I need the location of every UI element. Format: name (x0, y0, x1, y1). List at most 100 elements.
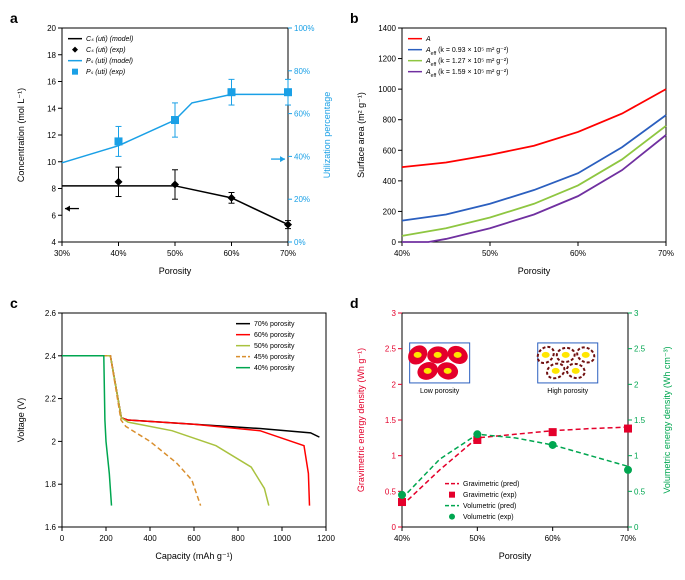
svg-text:Pₛ (uti) (exp): Pₛ (uti) (exp) (86, 69, 125, 76)
panel-b: b 40%50%60%70%0200400600800100012001400P… (350, 10, 680, 285)
svg-text:600: 600 (187, 534, 201, 543)
panel-a-label: a (10, 10, 18, 26)
svg-text:40%: 40% (394, 534, 410, 543)
svg-text:40%: 40% (110, 249, 126, 258)
svg-text:40%: 40% (394, 249, 410, 258)
panel-b-label: b (350, 10, 359, 26)
svg-text:20%: 20% (294, 195, 310, 204)
svg-text:70%: 70% (658, 249, 674, 258)
svg-text:800: 800 (383, 116, 397, 125)
svg-text:70%: 70% (280, 249, 296, 258)
svg-text:45% porosity: 45% porosity (254, 354, 295, 361)
svg-text:0.5: 0.5 (385, 487, 397, 496)
svg-text:2.5: 2.5 (634, 345, 646, 354)
svg-text:Gravimetric (pred): Gravimetric (pred) (463, 481, 519, 488)
svg-text:18: 18 (47, 51, 56, 60)
svg-text:0: 0 (634, 523, 639, 532)
svg-text:0: 0 (392, 523, 397, 532)
chart-a: 30% 40% 50% 60% 70% 4 6 8 10 12 14 16 18 20 0% 20% 40% 60… (10, 10, 340, 280)
svg-text:20: 20 (47, 24, 56, 33)
chart-b: 40%50%60%70%0200400600800100012001400Por… (350, 10, 680, 280)
svg-text:1.6: 1.6 (45, 523, 57, 532)
svg-text:400: 400 (383, 177, 397, 186)
svg-text:3: 3 (634, 309, 639, 318)
svg-text:200: 200 (383, 207, 397, 216)
svg-text:60%: 60% (570, 249, 586, 258)
svg-text:3: 3 (392, 309, 397, 318)
svg-text:2: 2 (392, 380, 397, 389)
svg-text:Capacity (mAh g⁻¹): Capacity (mAh g⁻¹) (155, 551, 232, 561)
svg-text:1.5: 1.5 (385, 416, 397, 425)
svg-text:1: 1 (392, 452, 397, 461)
svg-text:50%: 50% (482, 249, 498, 258)
svg-text:800: 800 (231, 534, 245, 543)
chart-d: 40% 50% 60% 70% 0 0.5 1 1.5 2 2.5 3 0 0.5 1 1.5 2 2.5 3 Po… (350, 295, 680, 565)
figure-grid: a 30%40%50%60%70%4681012141618200%20%40%… (10, 10, 675, 570)
svg-text:50%: 50% (469, 534, 485, 543)
svg-text:1000: 1000 (273, 534, 291, 543)
svg-text:Aeff (k = 0.93 × 10⁵ m² g⁻²): Aeff (k = 0.93 × 10⁵ m² g⁻²) (425, 47, 509, 57)
svg-text:2.4: 2.4 (45, 352, 57, 361)
svg-text:16: 16 (47, 78, 56, 87)
chart-c: 0200400600800100012001.61.822.22.42.6Cap… (10, 295, 340, 565)
svg-text:A: A (425, 36, 431, 43)
svg-text:Concentration (mol L⁻¹): Concentration (mol L⁻¹) (16, 88, 26, 182)
svg-text:6: 6 (52, 211, 57, 220)
svg-text:Porosity: Porosity (159, 266, 192, 276)
panel-c: c 0200400600800100012001.61.822.22.42.6C… (10, 295, 340, 570)
svg-text:1.5: 1.5 (634, 416, 646, 425)
svg-text:12: 12 (47, 131, 56, 140)
svg-text:50%: 50% (167, 249, 183, 258)
svg-text:40%: 40% (294, 152, 310, 161)
svg-text:Gravimetric (exp): Gravimetric (exp) (463, 492, 517, 499)
svg-text:Volumetric (exp): Volumetric (exp) (463, 514, 514, 521)
svg-text:10: 10 (47, 158, 56, 167)
svg-text:2: 2 (52, 437, 57, 446)
panel-a: a 30% 40% 50% 60% 70% 4 6 8 10 12 14 16 18 20 0% 20% 40%… (10, 10, 340, 285)
svg-text:100%: 100% (294, 24, 314, 33)
svg-text:Voltage (V): Voltage (V) (16, 398, 26, 443)
svg-text:Porosity: Porosity (499, 551, 532, 561)
svg-text:Aeff (k = 1.59 × 10⁵ m² g⁻²): Aeff (k = 1.59 × 10⁵ m² g⁻²) (425, 69, 509, 79)
svg-text:Aeff (k = 1.27 × 10⁵ m² g⁻²): Aeff (k = 1.27 × 10⁵ m² g⁻²) (425, 58, 509, 68)
svg-text:30%: 30% (54, 249, 70, 258)
svg-text:2.2: 2.2 (45, 395, 57, 404)
svg-text:High porosity: High porosity (547, 388, 588, 395)
panel-d-label: d (350, 295, 359, 311)
svg-text:200: 200 (99, 534, 113, 543)
svg-text:2.5: 2.5 (385, 345, 397, 354)
svg-text:Cₛ (uti) (model): Cₛ (uti) (model) (86, 36, 133, 43)
svg-text:2: 2 (634, 380, 639, 389)
svg-text:1200: 1200 (378, 55, 396, 64)
svg-text:1400: 1400 (378, 24, 396, 33)
svg-text:0%: 0% (294, 238, 306, 247)
svg-text:50% porosity: 50% porosity (254, 343, 295, 350)
svg-text:Volumetric (pred): Volumetric (pred) (463, 503, 516, 510)
svg-text:60%: 60% (545, 534, 561, 543)
panel-c-label: c (10, 295, 18, 311)
svg-text:0: 0 (60, 534, 65, 543)
svg-text:Utilization percentage: Utilization percentage (322, 92, 332, 179)
svg-text:80%: 80% (294, 67, 310, 76)
svg-text:60% porosity: 60% porosity (254, 332, 295, 339)
svg-text:14: 14 (47, 104, 56, 113)
svg-text:70%: 70% (620, 534, 636, 543)
svg-text:Surface area (m² g⁻¹): Surface area (m² g⁻¹) (356, 92, 366, 178)
svg-text:Cₛ (uti) (exp): Cₛ (uti) (exp) (86, 47, 126, 54)
svg-text:0.5: 0.5 (634, 487, 646, 496)
svg-text:60%: 60% (223, 249, 239, 258)
svg-text:Low porosity: Low porosity (420, 388, 460, 395)
svg-text:1: 1 (634, 452, 639, 461)
panel-d: d 40% 50% 60% 70% 0 0.5 1 1.5 2 2.5 3 0 0.5 1 1.5 2 2.5 3… (350, 295, 680, 570)
svg-text:8: 8 (52, 185, 57, 194)
svg-text:60%: 60% (294, 110, 310, 119)
svg-text:2.6: 2.6 (45, 309, 57, 318)
svg-text:4: 4 (52, 238, 57, 247)
svg-text:Pₛ (uti) (model): Pₛ (uti) (model) (86, 58, 133, 65)
svg-text:70% porosity: 70% porosity (254, 321, 295, 328)
svg-text:1.8: 1.8 (45, 480, 57, 489)
svg-text:1000: 1000 (378, 85, 396, 94)
svg-text:Volumetric energy density (Wh: Volumetric energy density (Wh cm⁻³) (662, 346, 672, 493)
svg-text:Porosity: Porosity (518, 266, 551, 276)
svg-text:Gravimetric energy density (Wh: Gravimetric energy density (Wh g⁻¹) (356, 348, 366, 492)
